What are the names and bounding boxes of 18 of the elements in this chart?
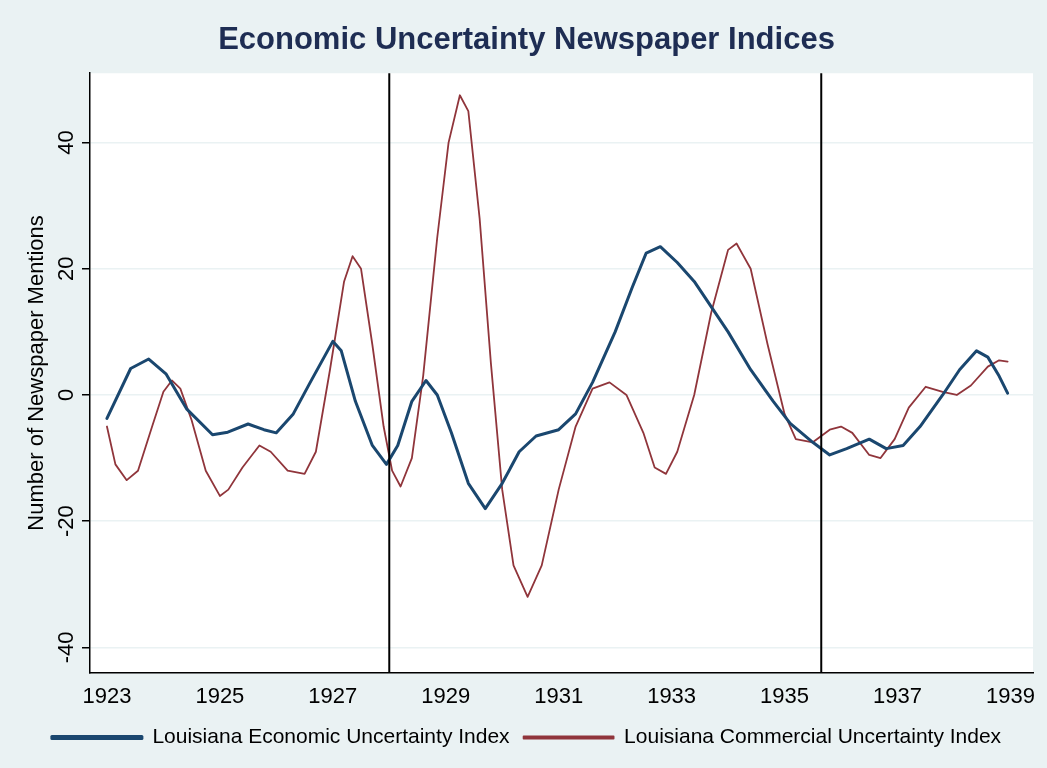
y-tick-label: 20 bbox=[53, 256, 79, 282]
chart-title: Economic Uncertainty Newspaper Indices bbox=[218, 21, 835, 57]
y-axis-title: Number of Newspaper Mentions bbox=[23, 215, 49, 531]
legend-label: Louisiana Economic Uncertainty Index bbox=[152, 724, 511, 748]
y-tick-label: -40 bbox=[53, 631, 79, 664]
x-tick-label: 1923 bbox=[82, 682, 132, 708]
y-tick-label: 0 bbox=[53, 388, 79, 402]
x-tick-label: 1931 bbox=[534, 682, 584, 708]
x-tick-label: 1935 bbox=[760, 682, 810, 708]
x-tick-label: 1925 bbox=[195, 682, 245, 708]
x-tick-label: 1937 bbox=[873, 682, 922, 708]
x-tick-label: 1929 bbox=[421, 682, 471, 708]
x-tick-label: 1933 bbox=[647, 682, 697, 708]
y-tick-label: -20 bbox=[53, 505, 79, 538]
y-tick-label: 40 bbox=[53, 130, 79, 155]
x-tick-label: 1927 bbox=[308, 682, 358, 708]
legend-label: Louisiana Commercial Uncertainty Index bbox=[624, 724, 1002, 748]
x-tick-label: 1939 bbox=[985, 682, 1035, 708]
